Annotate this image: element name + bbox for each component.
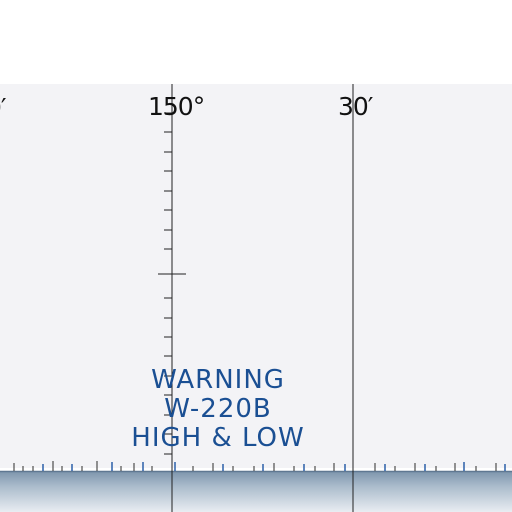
warning-area-altitude: HIGH & LOW bbox=[131, 423, 305, 453]
coastline-blue-ticks bbox=[42, 462, 506, 471]
coastline-ticks bbox=[13, 461, 497, 471]
warning-area-title: WARNING bbox=[151, 365, 285, 395]
warning-area-id: W-220B bbox=[164, 394, 272, 424]
longitude-label-30: 30′ bbox=[338, 92, 373, 121]
meridian-150-ticks bbox=[158, 112, 186, 455]
chart-background bbox=[0, 84, 512, 468]
longitude-label-left: 0′ bbox=[0, 93, 7, 122]
warning-area-label: WARNING W-220B HIGH & LOW bbox=[100, 366, 336, 453]
longitude-label-150: 150° bbox=[148, 92, 205, 121]
top-margin bbox=[0, 0, 512, 84]
water-band bbox=[0, 472, 512, 512]
